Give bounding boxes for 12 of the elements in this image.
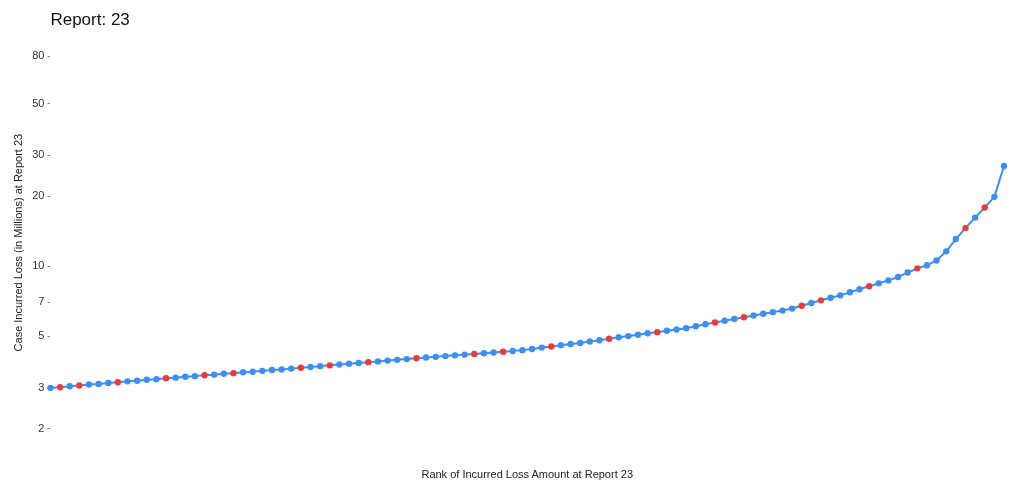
y-tick-label: 80 bbox=[32, 49, 45, 62]
y-axis-title: Case Incurred Loss (in Millions) at Report 23 bbox=[11, 133, 24, 352]
y-tick-label: 7 bbox=[38, 295, 45, 308]
y-tick-label: 30 bbox=[32, 148, 45, 161]
y-tick-label: 10 bbox=[32, 259, 45, 272]
y-tick-label: 20 bbox=[32, 189, 45, 202]
x-axis-title: Rank of Incurred Loss Amount at Report 23 bbox=[421, 468, 633, 481]
y-tick-label: 50 bbox=[32, 96, 45, 109]
y-tick-label: 2 bbox=[38, 421, 45, 434]
y-tick-label: 3 bbox=[38, 380, 45, 393]
y-tick-label: 5 bbox=[38, 329, 45, 342]
chart-title: Report: 23 bbox=[50, 9, 130, 29]
